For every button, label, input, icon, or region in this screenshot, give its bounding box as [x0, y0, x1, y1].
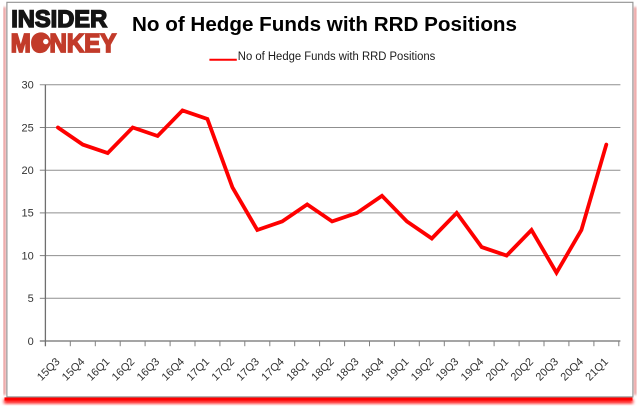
svg-text:No of Hedge Funds with RRD Pos: No of Hedge Funds with RRD Positions	[238, 51, 436, 63]
svg-text:25: 25	[22, 122, 34, 134]
svg-text:0: 0	[28, 336, 34, 348]
svg-text:15: 15	[22, 208, 34, 220]
svg-text:10: 10	[22, 250, 34, 262]
svg-text:30: 30	[22, 80, 34, 92]
svg-text:5: 5	[28, 293, 34, 305]
svg-text:20: 20	[22, 165, 34, 177]
svg-text:MONKEY: MONKEY	[11, 30, 117, 58]
svg-text:INSIDER: INSIDER	[11, 6, 107, 33]
svg-text:No of Hedge Funds with RRD Pos: No of Hedge Funds with RRD Positions	[132, 14, 517, 36]
